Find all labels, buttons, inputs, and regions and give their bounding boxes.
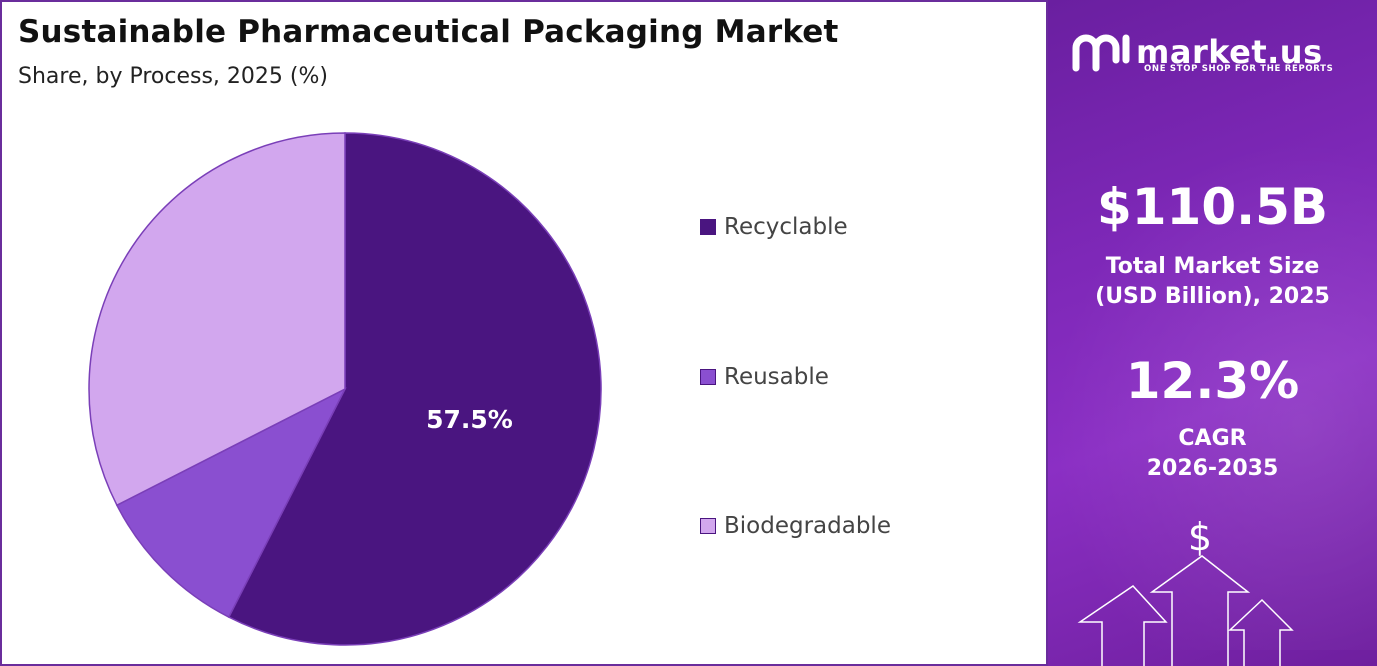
logo-tagline: ONE STOP SHOP FOR THE REPORTS — [1144, 64, 1334, 74]
legend-item-biodegradable: Biodegradable — [700, 513, 891, 539]
legend-label: Reusable — [724, 364, 829, 390]
dollar-icon: $ — [1188, 515, 1212, 559]
legend-item-reusable: Reusable — [700, 364, 829, 390]
market-us-logo-icon — [1072, 34, 1130, 72]
legend-label: Biodegradable — [724, 513, 891, 539]
cagr-label-line2: 2026-2035 — [1146, 456, 1279, 481]
summary-panel: market.us ONE STOP SHOP FOR THE REPORTS … — [1048, 0, 1377, 666]
pie-label-recyclable: 57.5% — [426, 405, 513, 434]
cagr-label-line1: CAGR — [1178, 426, 1247, 451]
pie-slice-biodegradable — [88, 132, 346, 507]
pie-slice-recyclable — [227, 132, 602, 646]
chart-subtitle: Share, by Process, 2025 (%) — [18, 64, 328, 89]
chart-title: Sustainable Pharmaceutical Packaging Mar… — [18, 14, 839, 50]
legend-label: Recyclable — [724, 214, 848, 240]
brand-logo: market.us ONE STOP SHOP FOR THE REPORTS — [1070, 30, 1333, 74]
legend-swatch — [700, 518, 716, 534]
growth-arrows-icon: $ — [1077, 515, 1294, 666]
market-size-label-line1: Total Market Size — [1105, 254, 1320, 279]
logo-text: market.us — [1136, 33, 1323, 71]
legend-swatch — [700, 369, 716, 385]
market-size-value: $110.5B — [1096, 178, 1329, 236]
cagr-value: 12.3% — [1125, 352, 1300, 410]
pie-chart: 57.5% — [88, 132, 602, 646]
cagr-label: CAGR 2026-2035 — [1048, 424, 1377, 484]
legend-swatch — [700, 219, 716, 235]
market-size-label-line2: (USD Billion), 2025 — [1095, 284, 1330, 309]
chart-frame: Sustainable Pharmaceutical Packaging Mar… — [0, 0, 1048, 666]
legend-item-recyclable: Recyclable — [700, 214, 848, 240]
market-size-label: Total Market Size (USD Billion), 2025 — [1048, 252, 1377, 312]
pie-slice-reusable — [115, 387, 347, 619]
